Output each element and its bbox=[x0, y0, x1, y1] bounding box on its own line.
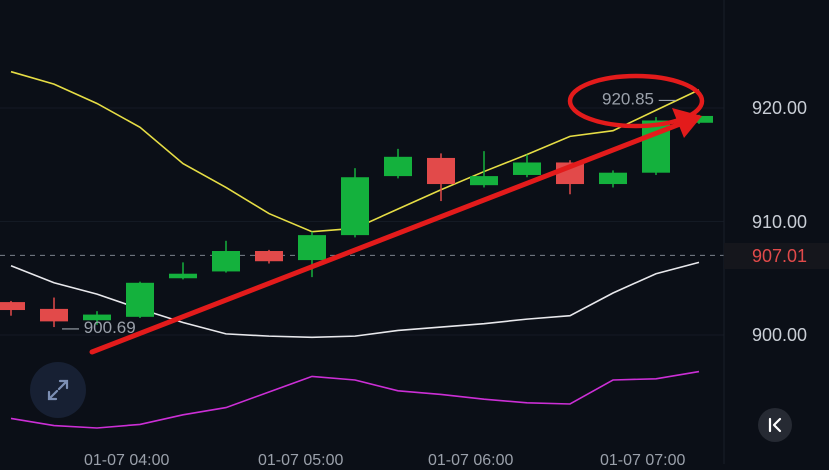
candle-body bbox=[212, 251, 240, 272]
price-tick-900: 900.00 bbox=[751, 325, 807, 345]
candle-body bbox=[341, 177, 369, 236]
candle-body bbox=[513, 162, 541, 175]
candle-3 bbox=[126, 281, 154, 318]
candle-body bbox=[126, 282, 154, 317]
candle-1 bbox=[40, 297, 68, 328]
candlesticks bbox=[0, 114, 713, 328]
chevron-left-bar-icon bbox=[768, 417, 782, 433]
candle-6 bbox=[255, 249, 283, 264]
candle-body bbox=[427, 157, 455, 185]
candle-body bbox=[255, 251, 283, 262]
last-price-tag: 907.01 bbox=[724, 243, 829, 269]
candle-body bbox=[470, 176, 498, 186]
candle-2 bbox=[83, 311, 111, 325]
candle-0 bbox=[0, 300, 25, 316]
candle-5 bbox=[212, 240, 240, 273]
time-label-0400: 01-07 04:00 bbox=[84, 452, 170, 469]
price-tick-920: 920.00 bbox=[751, 98, 807, 118]
candle-10 bbox=[427, 153, 455, 202]
low-price-marker: — 900.69 bbox=[62, 318, 136, 337]
candle-9 bbox=[384, 148, 412, 179]
candle-4 bbox=[169, 262, 197, 280]
candle-body bbox=[298, 235, 326, 261]
time-label-0700: 01-07 07:00 bbox=[600, 452, 686, 469]
price-tick-910: 910.00 bbox=[751, 212, 807, 232]
collapse-button[interactable] bbox=[758, 408, 792, 442]
candle-7 bbox=[298, 231, 326, 278]
candle-12 bbox=[513, 154, 541, 178]
middle-band-line bbox=[10, 261, 700, 339]
candle-body bbox=[384, 156, 412, 177]
candle-11 bbox=[470, 151, 498, 188]
candle-8 bbox=[341, 168, 369, 238]
time-label-0600: 01-07 06:00 bbox=[428, 452, 514, 469]
annotation-arrow-head bbox=[672, 108, 702, 138]
annotation-ellipse bbox=[567, 73, 705, 129]
expand-icon bbox=[47, 379, 69, 401]
oscillator-panel bbox=[10, 370, 700, 429]
candle-body bbox=[169, 273, 197, 279]
fullscreen-button[interactable] bbox=[30, 362, 86, 418]
annotation-layer: 920.85 — — 900.69 bbox=[62, 73, 705, 355]
candle-14 bbox=[599, 170, 627, 188]
candle-body bbox=[0, 302, 25, 311]
candle-body bbox=[40, 308, 68, 322]
time-label-0500: 01-07 05:00 bbox=[258, 452, 344, 469]
candle-body bbox=[599, 172, 627, 185]
high-price-marker: 920.85 — bbox=[602, 89, 676, 108]
annotation-arrow-shaft bbox=[89, 121, 683, 355]
oscillator-line bbox=[10, 370, 700, 429]
candle-body bbox=[83, 314, 111, 321]
